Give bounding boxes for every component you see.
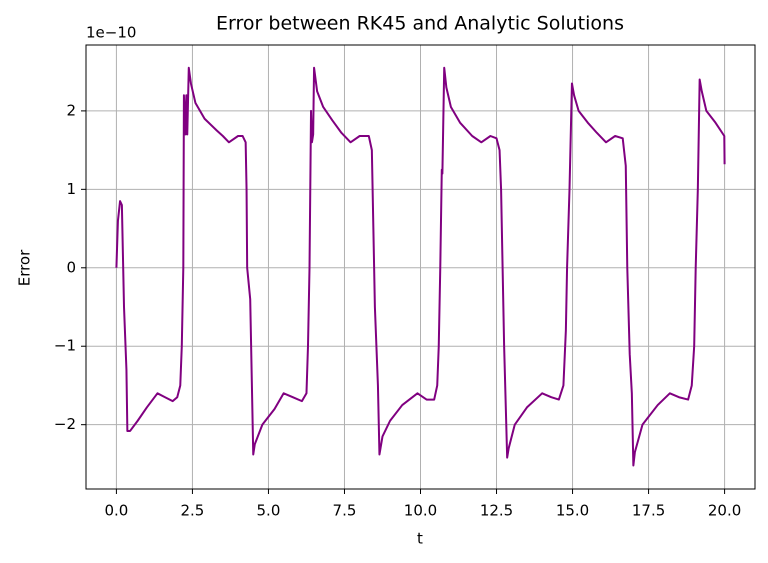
x-axis-label: t — [417, 530, 423, 548]
y-tick-label: −1 — [54, 337, 76, 355]
x-tick-label: 20.0 — [708, 502, 741, 520]
x-tick-label: 7.5 — [333, 502, 357, 520]
y-tick-label: 0 — [66, 258, 76, 276]
plot-frame — [85, 44, 756, 490]
y-offset-label: 1e−10 — [86, 24, 136, 42]
x-tick-label: 17.5 — [632, 502, 665, 520]
x-tick-label: 0.0 — [104, 502, 128, 520]
y-axis-label: Error — [16, 249, 34, 286]
chart-title: Error between RK45 and Analytic Solution… — [216, 13, 624, 35]
y-tick-label: 2 — [66, 101, 76, 119]
x-tick-label: 15.0 — [556, 502, 589, 520]
y-tick-label: 1 — [66, 180, 76, 198]
x-tick-label: 5.0 — [257, 502, 281, 520]
data-line — [115, 66, 726, 467]
y-tick-label: −2 — [54, 415, 76, 433]
x-tick-label: 12.5 — [480, 502, 513, 520]
x-tick-label: 2.5 — [181, 502, 205, 520]
x-tick-label: 10.0 — [404, 502, 437, 520]
